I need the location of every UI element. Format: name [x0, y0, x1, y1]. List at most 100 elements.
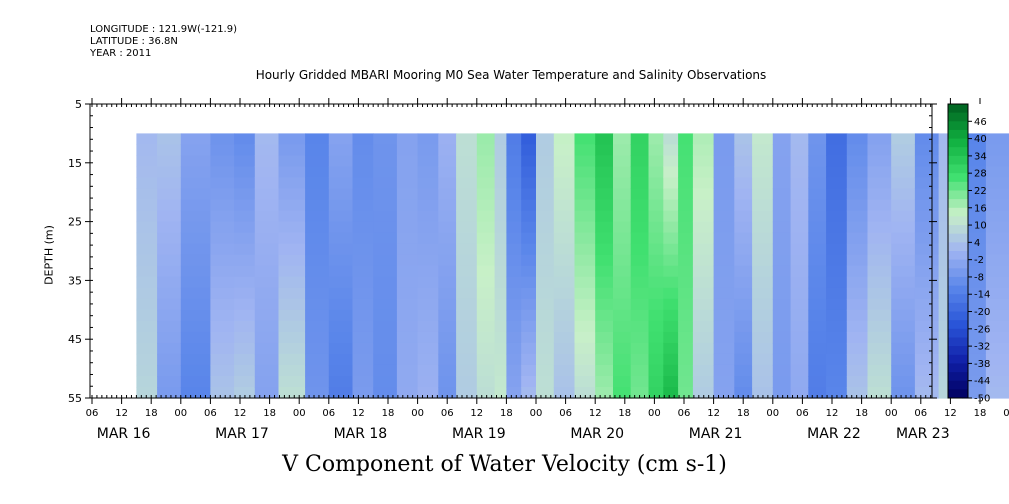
heatmap-cell: [352, 188, 374, 201]
heatmap-cell: [613, 144, 632, 156]
heatmap-cell: [613, 320, 632, 333]
heatmap-cell: [157, 166, 182, 179]
heatmap-cell: [396, 188, 419, 201]
heatmap-cell: [373, 210, 398, 223]
heatmap-cell: [648, 232, 664, 245]
heatmap-cell: [713, 133, 735, 145]
heatmap-cell: [574, 331, 596, 344]
heatmap-cell: [352, 155, 374, 168]
heatmap-cell: [553, 133, 576, 145]
heatmap-cell: [234, 298, 256, 311]
heatmap-cell: [328, 376, 354, 388]
heatmap-cell: [630, 342, 650, 355]
heatmap-cell: [136, 243, 158, 256]
heatmap-cell: [630, 320, 650, 333]
heatmap-cell: [136, 210, 158, 223]
heatmap-cell: [985, 342, 1009, 355]
heatmap-cell: [867, 166, 892, 179]
x-tick-label: 18: [974, 408, 987, 419]
heatmap-cell: [613, 376, 632, 388]
heatmap-cell: [136, 155, 158, 168]
heatmap-cell: [914, 353, 940, 366]
heatmap-cell: [713, 276, 735, 289]
heatmap-cell: [438, 276, 457, 289]
heatmap-cell: [352, 243, 374, 256]
heatmap-cell: [985, 353, 1009, 366]
heatmap-cell: [574, 144, 596, 156]
heatmap-cell: [846, 254, 869, 267]
colorbar-segment: [948, 294, 968, 304]
heatmap-cell: [210, 243, 235, 256]
heatmap-cell: [613, 243, 632, 256]
heatmap-cell: [553, 353, 576, 366]
colorbar-label: 34: [974, 151, 987, 162]
heatmap-cell: [352, 376, 374, 388]
heatmap-cell: [772, 155, 792, 168]
heatmap-cell: [962, 287, 987, 300]
heatmap-cell: [494, 133, 507, 145]
heatmap-cell: [553, 342, 576, 355]
heatmap-cell: [826, 155, 848, 168]
heatmap-cell: [914, 254, 940, 267]
heatmap-cell: [826, 331, 848, 344]
heatmap-cell: [456, 243, 478, 256]
heatmap-cell: [914, 144, 940, 156]
heatmap-cell: [867, 387, 892, 399]
heatmap-cell: [234, 364, 256, 377]
heatmap-cell: [373, 342, 398, 355]
heatmap-cell: [962, 133, 987, 145]
heatmap-cell: [506, 331, 522, 344]
heatmap-cell: [867, 144, 892, 156]
heatmap-cell: [417, 166, 439, 179]
heatmap-cell: [136, 364, 158, 377]
heatmap-cell: [678, 364, 694, 377]
heatmap-cell: [254, 177, 280, 190]
heatmap-cell: [136, 331, 158, 344]
heatmap-cell: [254, 210, 280, 223]
colorbar-label: -44: [974, 376, 990, 387]
heatmap-cell: [180, 133, 211, 145]
heatmap-cell: [210, 199, 235, 212]
heatmap-cell: [772, 188, 792, 201]
heatmap-cell: [678, 155, 694, 168]
heatmap-cell: [210, 320, 235, 333]
heatmap-cell: [846, 155, 869, 168]
heatmap-cell: [476, 276, 496, 289]
heatmap-cell: [985, 221, 1009, 234]
heatmap-cell: [536, 254, 555, 267]
heatmap-cell: [494, 155, 507, 168]
heatmap-cell: [678, 144, 694, 156]
heatmap-cell: [891, 265, 916, 278]
x-tick-label: 18: [737, 408, 750, 419]
heatmap-cell: [574, 353, 596, 366]
heatmap-cell: [396, 144, 419, 156]
heatmap-cell: [595, 331, 614, 344]
heatmap-cell: [180, 353, 211, 366]
heatmap-cell: [305, 133, 330, 145]
heatmap-cell: [352, 298, 374, 311]
heatmap-cell: [630, 188, 650, 201]
heatmap-cell: [553, 298, 576, 311]
heatmap-cell: [891, 155, 916, 168]
heatmap-cell: [826, 265, 848, 278]
heatmap-cell: [438, 298, 457, 311]
heatmap-cell: [521, 353, 537, 366]
heatmap-cell: [536, 287, 555, 300]
heatmap-cell: [790, 387, 809, 399]
heatmap-cell: [752, 166, 774, 179]
heatmap-cell: [692, 287, 715, 300]
heatmap-cell: [506, 353, 522, 366]
colorbar-label: -26: [974, 324, 990, 335]
heatmap-cell: [278, 331, 306, 344]
heatmap-cell: [373, 243, 398, 256]
heatmap-cell: [692, 177, 715, 190]
y-tick-label: 55: [68, 392, 82, 405]
heatmap-cell: [914, 298, 940, 311]
heatmap-cell: [630, 387, 650, 399]
heatmap-cell: [506, 342, 522, 355]
heatmap-cell: [234, 210, 256, 223]
heatmap-cell: [136, 276, 158, 289]
heatmap-cell: [417, 199, 439, 212]
heatmap-cell: [305, 353, 330, 366]
heatmap-cell: [846, 265, 869, 278]
